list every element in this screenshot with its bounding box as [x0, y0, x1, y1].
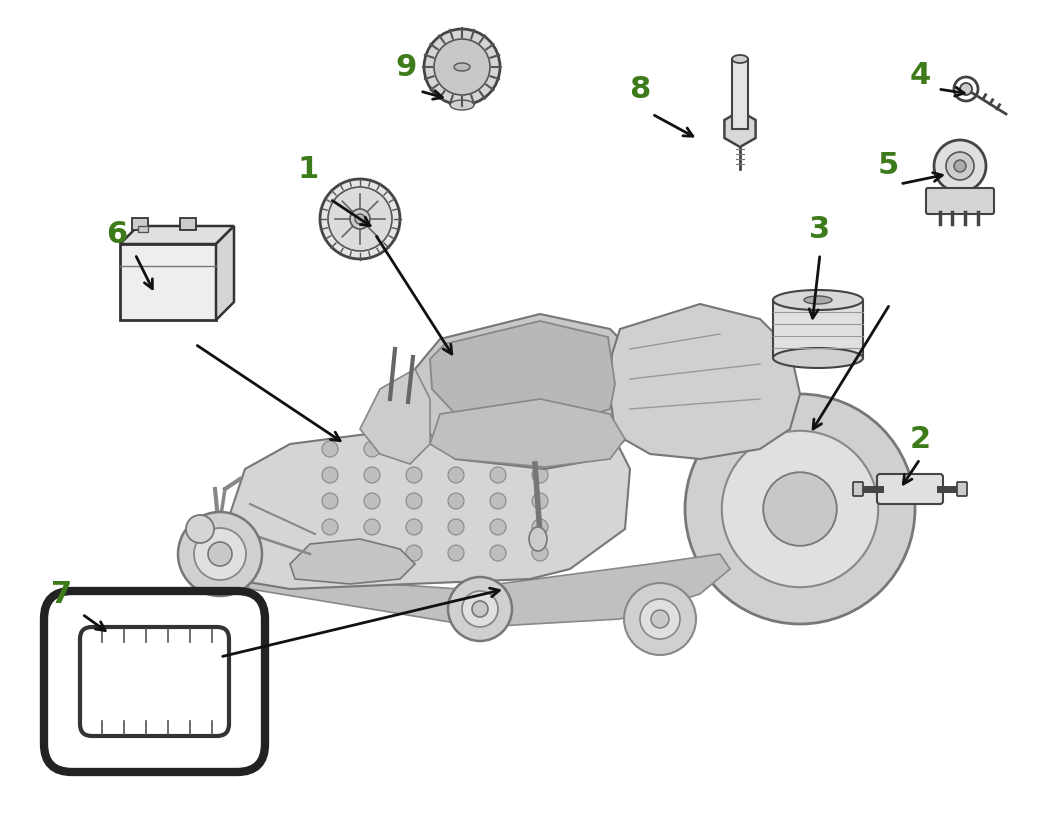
Polygon shape: [430, 399, 625, 467]
Circle shape: [424, 30, 500, 106]
Circle shape: [208, 543, 232, 566]
Polygon shape: [290, 539, 415, 585]
Bar: [773, 301, 863, 359]
Text: 2: 2: [910, 425, 931, 454]
Circle shape: [764, 472, 837, 546]
Circle shape: [651, 610, 669, 629]
FancyBboxPatch shape: [926, 189, 994, 215]
FancyBboxPatch shape: [852, 482, 863, 496]
Circle shape: [328, 188, 392, 251]
Circle shape: [954, 160, 966, 173]
Circle shape: [194, 528, 246, 581]
Circle shape: [490, 519, 506, 535]
Circle shape: [364, 467, 380, 484]
FancyBboxPatch shape: [80, 627, 229, 736]
Polygon shape: [216, 227, 234, 321]
Ellipse shape: [732, 56, 748, 64]
Circle shape: [322, 467, 338, 484]
Ellipse shape: [454, 64, 470, 72]
Polygon shape: [610, 304, 800, 460]
Circle shape: [186, 515, 214, 543]
Polygon shape: [215, 409, 630, 590]
Circle shape: [722, 431, 878, 587]
Circle shape: [462, 591, 498, 627]
Polygon shape: [415, 314, 640, 470]
Ellipse shape: [773, 348, 863, 369]
Bar: [120, 245, 216, 321]
Text: 6: 6: [106, 220, 128, 249]
Circle shape: [355, 215, 365, 225]
Ellipse shape: [804, 297, 832, 304]
Circle shape: [406, 442, 421, 457]
Polygon shape: [215, 554, 730, 627]
Bar: [132, 218, 148, 231]
Bar: [180, 218, 196, 231]
Text: 8: 8: [629, 75, 650, 104]
Circle shape: [490, 442, 506, 457]
Text: 4: 4: [910, 60, 931, 89]
Circle shape: [322, 442, 338, 457]
Circle shape: [532, 519, 548, 535]
Circle shape: [351, 210, 370, 230]
Circle shape: [624, 583, 696, 655]
Circle shape: [178, 513, 262, 596]
Polygon shape: [430, 322, 615, 429]
Circle shape: [532, 442, 548, 457]
Circle shape: [532, 494, 548, 509]
Circle shape: [364, 545, 380, 562]
FancyBboxPatch shape: [957, 482, 967, 496]
Bar: [138, 227, 148, 232]
Ellipse shape: [450, 101, 474, 111]
Circle shape: [406, 467, 421, 484]
Circle shape: [472, 601, 488, 617]
Circle shape: [322, 545, 338, 562]
Circle shape: [364, 494, 380, 509]
Polygon shape: [360, 370, 430, 465]
Circle shape: [532, 545, 548, 562]
Text: 7: 7: [52, 580, 73, 609]
Circle shape: [490, 494, 506, 509]
FancyBboxPatch shape: [877, 475, 943, 504]
Polygon shape: [724, 112, 755, 148]
Circle shape: [448, 545, 464, 562]
Ellipse shape: [773, 290, 863, 311]
Circle shape: [448, 577, 511, 641]
Circle shape: [490, 467, 506, 484]
Text: 9: 9: [395, 54, 416, 83]
Circle shape: [448, 519, 464, 535]
Circle shape: [322, 519, 338, 535]
Circle shape: [448, 442, 464, 457]
Circle shape: [406, 519, 421, 535]
Circle shape: [685, 394, 915, 624]
Circle shape: [946, 153, 974, 181]
Circle shape: [364, 519, 380, 535]
Circle shape: [640, 600, 680, 639]
Text: 1: 1: [298, 155, 319, 184]
Circle shape: [448, 467, 464, 484]
Circle shape: [934, 141, 986, 193]
Circle shape: [961, 84, 972, 96]
Circle shape: [434, 40, 490, 96]
Circle shape: [448, 494, 464, 509]
Circle shape: [406, 545, 421, 562]
Circle shape: [364, 442, 380, 457]
Text: 5: 5: [877, 151, 899, 179]
Circle shape: [532, 467, 548, 484]
Circle shape: [406, 494, 421, 509]
Circle shape: [320, 179, 400, 260]
Text: 3: 3: [809, 215, 830, 244]
Polygon shape: [120, 227, 234, 245]
Circle shape: [490, 545, 506, 562]
Circle shape: [322, 494, 338, 509]
Ellipse shape: [530, 528, 548, 552]
Bar: [732, 60, 748, 130]
